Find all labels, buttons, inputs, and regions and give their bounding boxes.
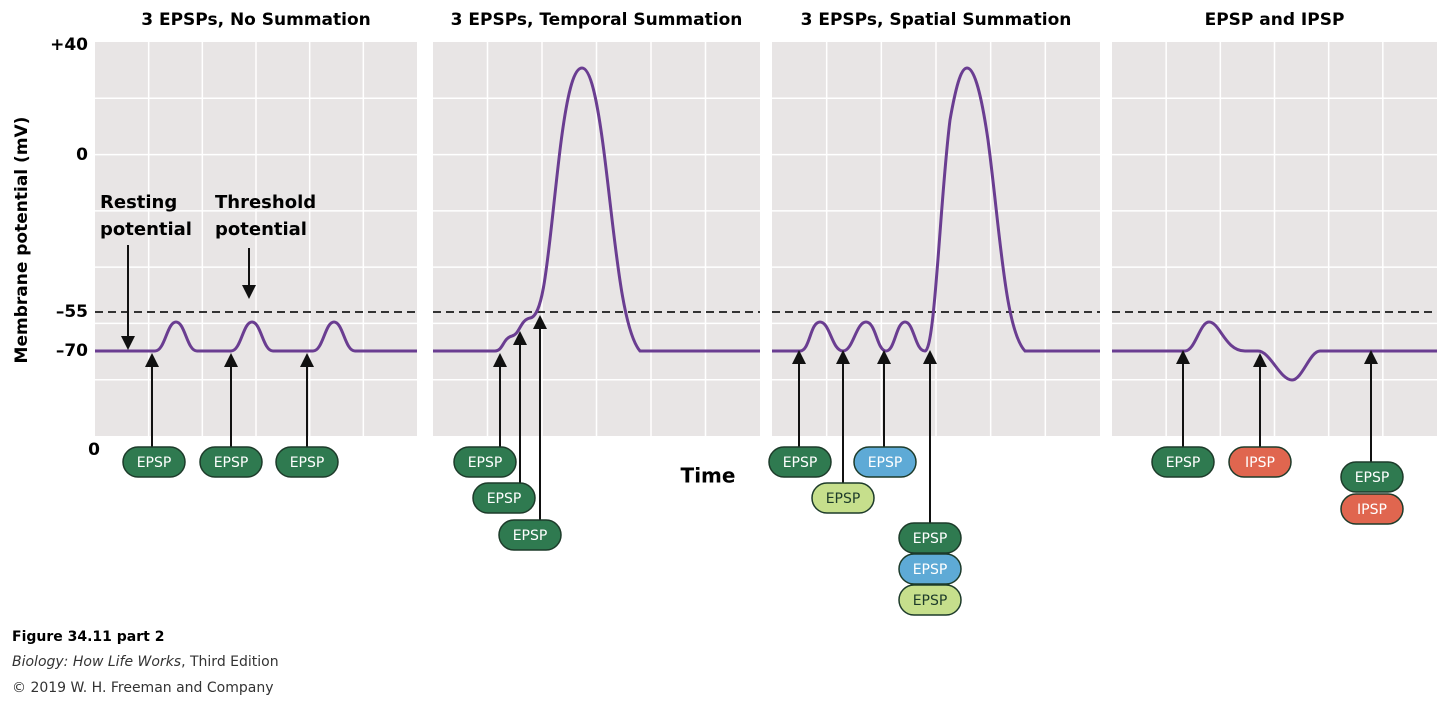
badge-label: EPSP <box>468 455 503 471</box>
badge: EPSP <box>472 482 536 514</box>
badge: EPSP <box>853 446 917 478</box>
badge-label: EPSP <box>513 528 548 544</box>
panel-title: EPSP and IPSP <box>1205 10 1345 30</box>
tick: 0 <box>76 145 88 165</box>
badge-pill <box>768 446 832 478</box>
tick: –70 <box>56 341 88 361</box>
badge-label: EPSP <box>913 562 948 578</box>
badge-label: EPSP <box>1166 455 1201 471</box>
badge: EPSP <box>898 553 962 585</box>
badge-pill <box>453 446 517 478</box>
badge-label: EPSP <box>290 455 325 471</box>
badge-label: EPSP <box>868 455 903 471</box>
annotation: Threshold <box>215 192 316 213</box>
badge-label: IPSP <box>1245 455 1275 471</box>
tick: +40 <box>50 35 88 55</box>
badge-label: EPSP <box>214 455 249 471</box>
badge: EPSP <box>898 584 962 616</box>
panel-title: 3 EPSPs, No Summation <box>141 10 371 30</box>
badge-label: EPSP <box>137 455 172 471</box>
caption-copyright: © 2019 W. H. Freeman and Company <box>12 680 274 696</box>
badge-pill <box>811 482 875 514</box>
badge: IPSP <box>1340 493 1404 525</box>
badge-pill <box>898 553 962 585</box>
badge: EPSP <box>768 446 832 478</box>
badge-label: EPSP <box>487 491 522 507</box>
badge: EPSP <box>898 522 962 554</box>
badge: EPSP <box>1151 446 1215 478</box>
badge-pill <box>1340 493 1404 525</box>
badge: EPSP <box>498 519 562 551</box>
badge-pill <box>1340 461 1404 493</box>
badge: EPSP <box>122 446 186 478</box>
badge-label: EPSP <box>913 593 948 609</box>
badge-pill <box>1151 446 1215 478</box>
badge: IPSP <box>1228 446 1292 478</box>
badge-pill <box>199 446 263 478</box>
badge-label: EPSP <box>826 491 861 507</box>
panel-title: 3 EPSPs, Spatial Summation <box>801 10 1072 30</box>
trace <box>95 320 417 353</box>
book-title: Biology: How Life Works <box>12 654 181 670</box>
badge: EPSP <box>1340 461 1404 493</box>
badge-label: IPSP <box>1357 502 1387 518</box>
badge-label: EPSP <box>783 455 818 471</box>
badge-pill <box>898 584 962 616</box>
x-axis-label: Time <box>681 464 736 488</box>
badge: EPSP <box>811 482 875 514</box>
badge: EPSP <box>275 446 339 478</box>
badge-pill <box>898 522 962 554</box>
badge-pill <box>472 482 536 514</box>
annotation: potential <box>215 219 307 240</box>
badge-pill <box>853 446 917 478</box>
badge-pill <box>1228 446 1292 478</box>
panel-title: 3 EPSPs, Temporal Summation <box>451 10 743 30</box>
caption-book: Biology: How Life Works, Third Edition <box>12 654 279 670</box>
y-axis-label: Membrane potential (mV) <box>12 117 32 364</box>
caption-figure: Figure 34.11 part 2 <box>12 629 164 645</box>
badge: EPSP <box>453 446 517 478</box>
badge-label: EPSP <box>913 531 948 547</box>
badge-pill <box>498 519 562 551</box>
badge: EPSP <box>199 446 263 478</box>
badge-label: EPSP <box>1355 470 1390 486</box>
annotation: Resting <box>100 192 177 213</box>
tick: 0 <box>88 440 100 460</box>
trace <box>1112 320 1437 382</box>
badge-pill <box>122 446 186 478</box>
book-edition: , Third Edition <box>181 654 279 670</box>
badge-pill <box>275 446 339 478</box>
annotation: potential <box>100 219 192 240</box>
tick: –55 <box>56 302 88 322</box>
